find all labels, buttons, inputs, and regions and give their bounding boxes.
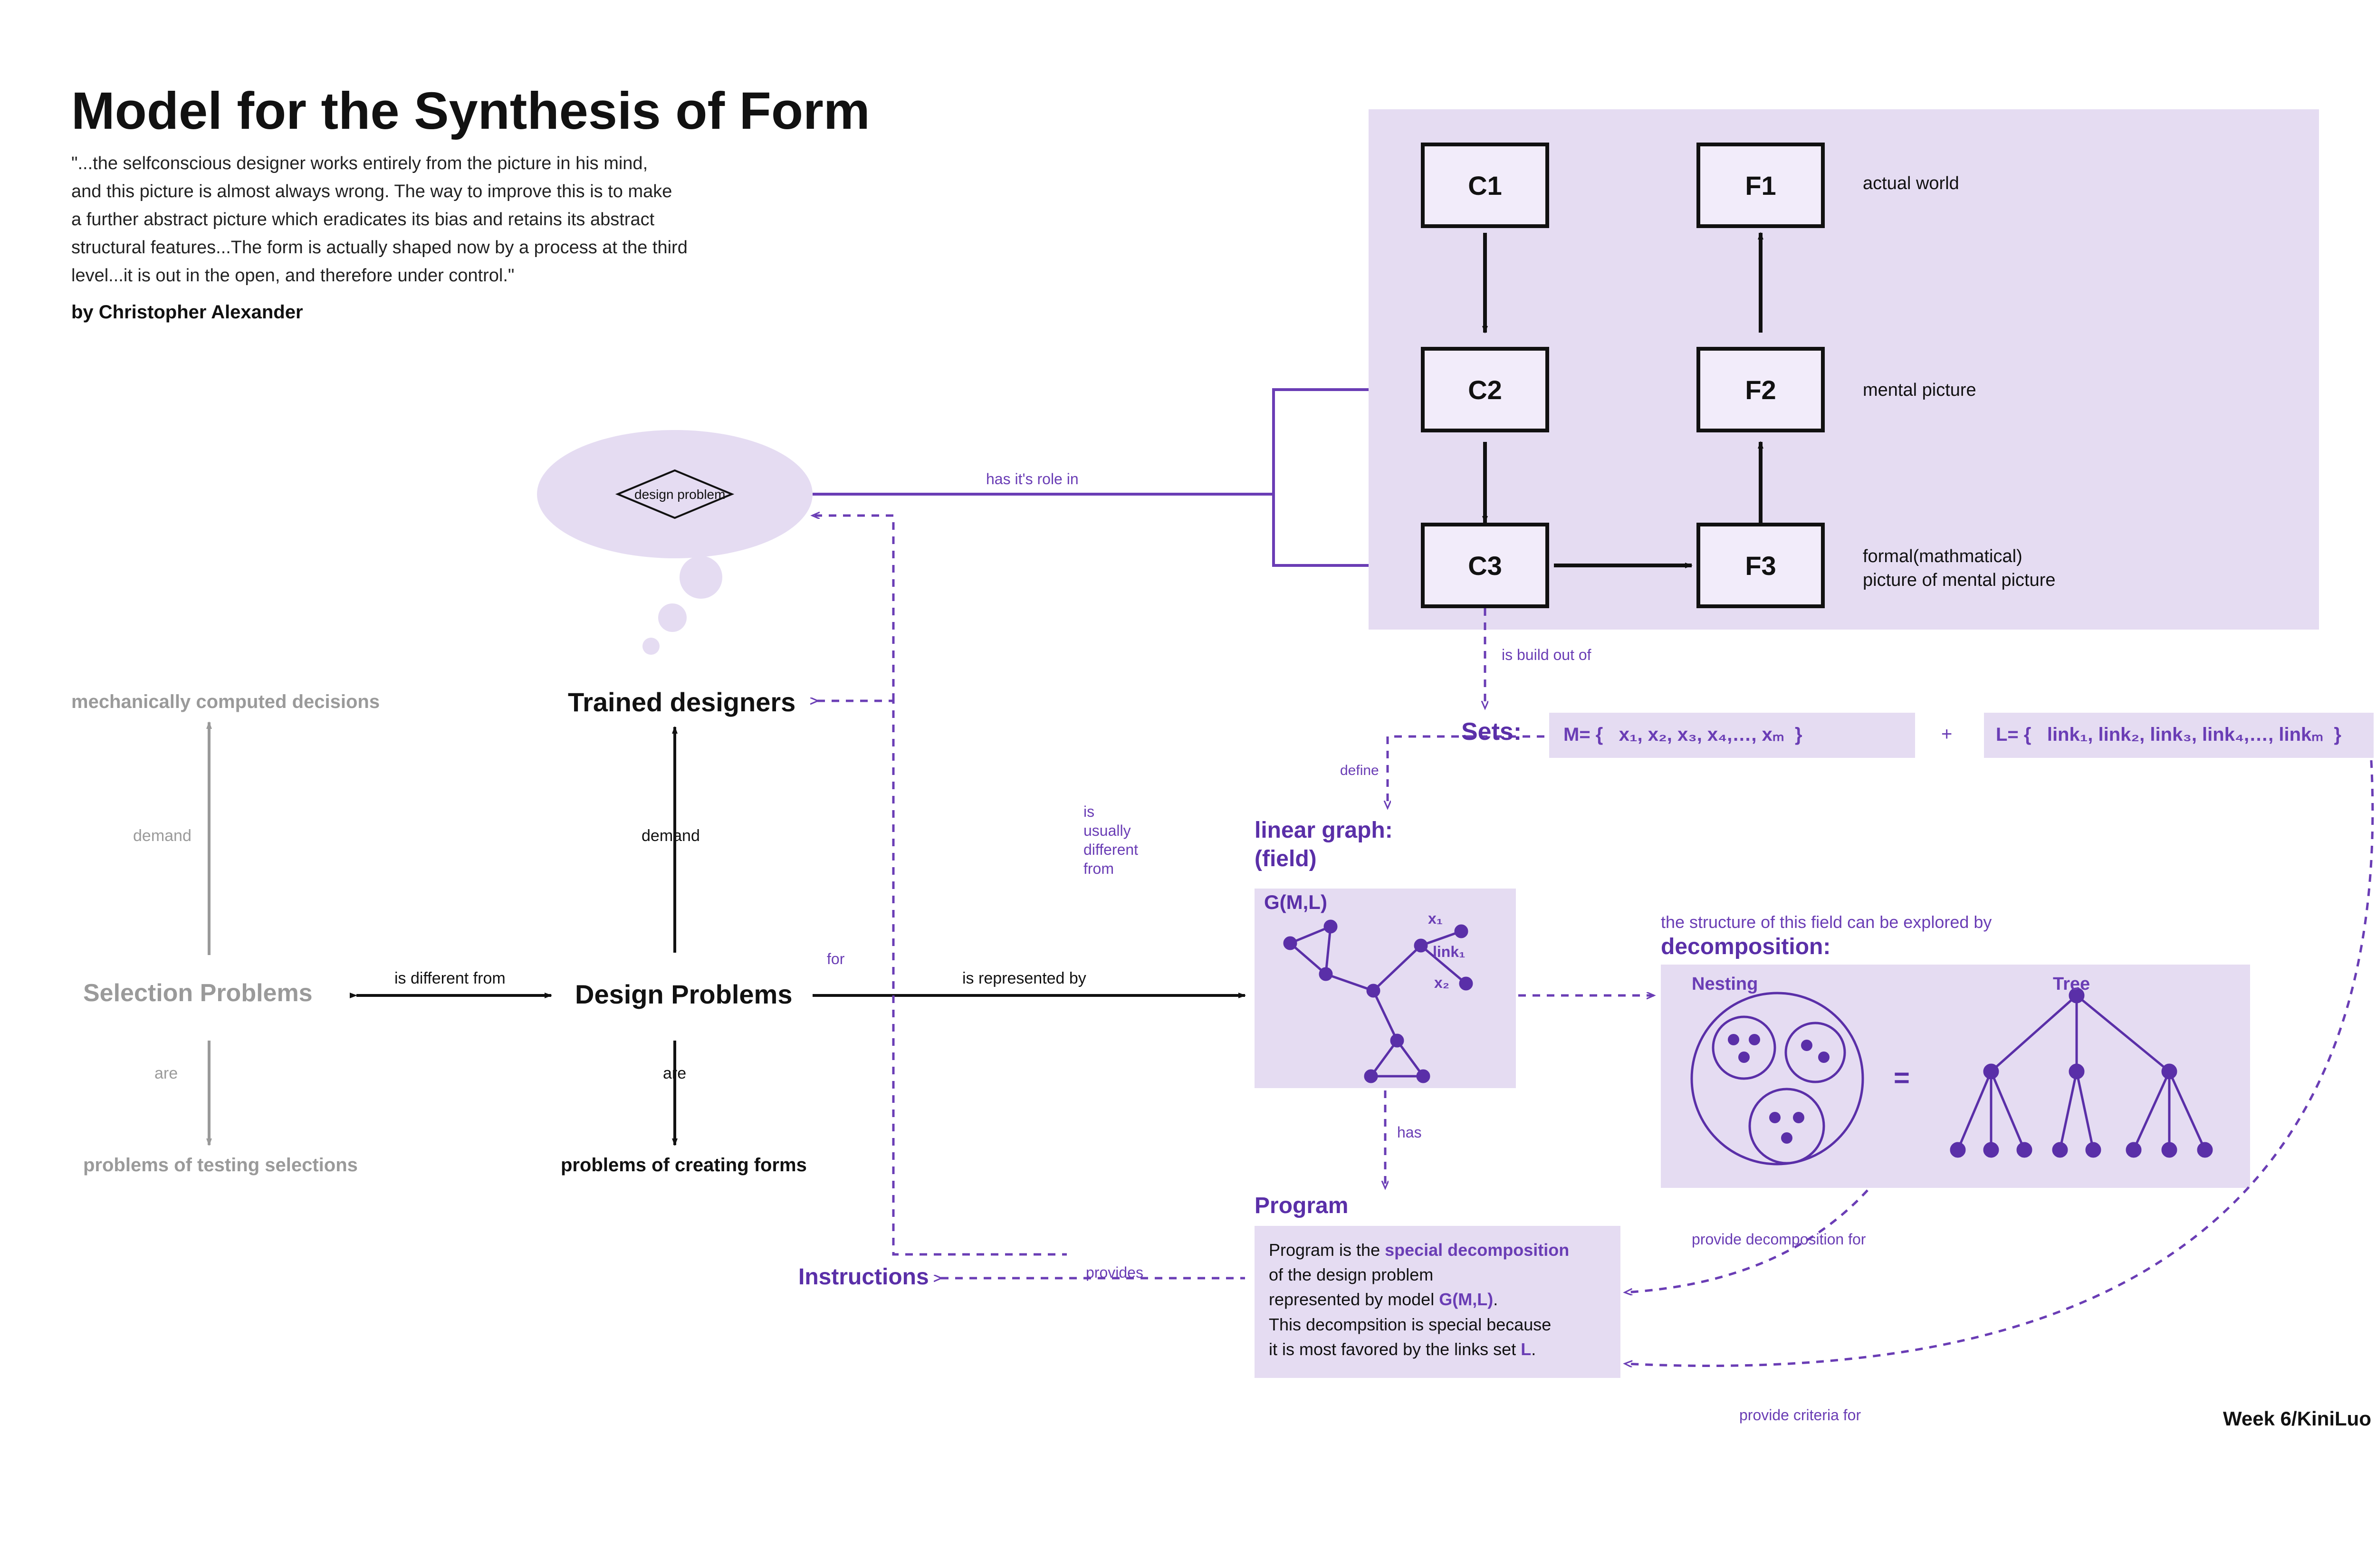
design-problems: Design Problems [575, 979, 792, 1010]
are-label-center: are [663, 1064, 686, 1083]
program-heading: Program [1255, 1193, 1348, 1219]
sets-heading: Sets: [1461, 717, 1522, 746]
demand-label-left: demand [133, 827, 192, 845]
m-post: } [1795, 724, 1802, 745]
header-author: by Christopher Alexander [71, 302, 303, 323]
equals-label: = [1894, 1062, 1910, 1094]
decomp-leadin: the structure of this field can be explo… [1661, 912, 1992, 932]
sets-l: L= { link₁, link₂, link₃, link₄,…, linkₘ… [1996, 724, 2341, 746]
tree-label: Tree [2053, 974, 2090, 994]
decomp-heading: decomposition: [1661, 934, 1830, 960]
problems-testing: problems of testing selections [83, 1155, 358, 1176]
demand-label-center: demand [642, 827, 700, 845]
nesting-label: Nesting [1692, 974, 1758, 994]
linear-graph-title2: (field) [1255, 846, 1317, 872]
sets-m: M= { x₁, x₂, x₃, x₄,…, xₘ } [1563, 724, 1802, 746]
has-label: has [1397, 1124, 1422, 1141]
l-pre: L= { [1996, 724, 2031, 745]
trained-designers: Trained designers [568, 687, 795, 717]
has-role-label: has it's role in [986, 470, 1079, 488]
design-problem-bubble-label: design problem [634, 487, 725, 502]
row3-label-2: picture of mental picture [1863, 570, 2056, 591]
usually-diff-2: usually [1083, 822, 1131, 840]
box-c2: C2 [1421, 347, 1549, 432]
l-post: } [2334, 724, 2341, 745]
usually-diff-4: from [1083, 860, 1114, 878]
instructions-heading: Instructions [798, 1264, 929, 1290]
box-f1: F1 [1696, 143, 1825, 228]
build-out-label: is build out of [1502, 646, 1591, 664]
row1-label: actual world [1863, 173, 1959, 194]
footer-credit: Week 6/KiniLuo [2223, 1407, 2371, 1430]
row2-label: mental picture [1863, 380, 1976, 401]
box-f3: F3 [1696, 523, 1825, 608]
box-c3: C3 [1421, 523, 1549, 608]
provide-criteria-label: provide criteria for [1739, 1406, 1861, 1424]
header-quote: "...the selfconscious designer works ent… [71, 150, 841, 289]
problems-creating: problems of creating forms [561, 1155, 807, 1176]
usually-diff-3: different [1083, 841, 1138, 859]
l-items: link₁, link₂, link₃, link₄,…, linkₘ [2047, 724, 2323, 745]
selection-problems: Selection Problems [83, 979, 313, 1007]
row3-label-1: formal(mathmatical) [1863, 546, 2022, 567]
x2-label: x₂ [1434, 974, 1449, 992]
is-represented-by-label: is represented by [962, 969, 1086, 988]
linear-graph-title1: linear graph: [1255, 817, 1393, 843]
box-f2: F2 [1696, 347, 1825, 432]
link1-label: link₁ [1433, 943, 1465, 961]
diagram-canvas: Model for the Synthesis of Form "...the … [0, 0, 2376, 1568]
gml-label: G(M,L) [1264, 891, 1327, 914]
sets-plus: + [1941, 724, 1952, 745]
m-items: x₁, x₂, x₃, x₄,…, xₘ [1619, 724, 1784, 745]
is-different-label: is different from [394, 969, 506, 988]
mech-decisions-label: mechanically computed decisions [71, 691, 380, 713]
provide-decomp-label: provide decomposition for [1692, 1231, 1866, 1248]
x1-label: x₁ [1428, 910, 1443, 927]
define-label: define [1340, 763, 1379, 779]
m-pre: M= { [1563, 724, 1603, 745]
are-label-left: are [154, 1064, 178, 1083]
box-c1: C1 [1421, 143, 1549, 228]
page-title: Model for the Synthesis of Form [71, 81, 870, 141]
program-body: Program is the special decomposition of … [1269, 1238, 1616, 1362]
provides-label: provides [1086, 1264, 1143, 1281]
usually-diff-1: is [1083, 803, 1094, 821]
for-label: for [827, 950, 844, 968]
